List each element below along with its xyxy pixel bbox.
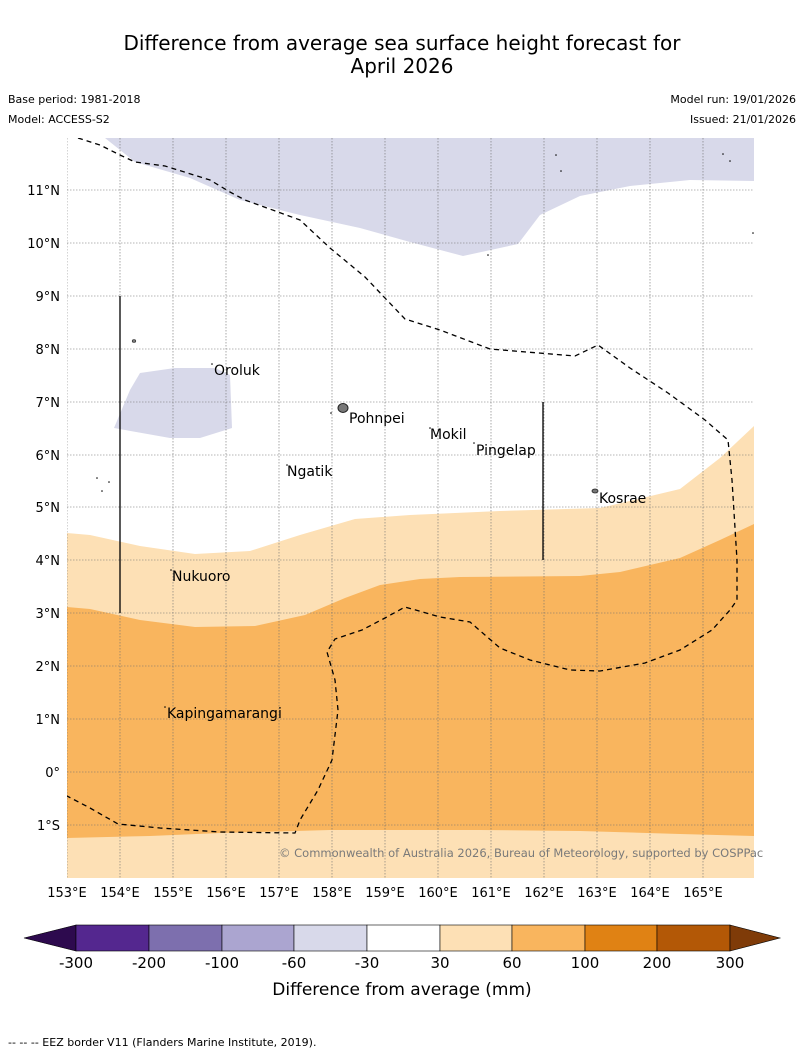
lon-label: 165°E <box>683 886 723 901</box>
island-dot <box>722 153 724 155</box>
lat-label: 4°N <box>36 554 61 569</box>
label-ngatik: Ngatik <box>287 464 333 480</box>
model-name: Model: ACCESS-S2 <box>8 113 110 126</box>
colorbar-tick: 200 <box>643 954 672 972</box>
colorbar-segment <box>511 924 586 952</box>
small-island-oroluk-area <box>131 339 137 343</box>
colorbar-tick: 100 <box>571 954 600 972</box>
sea-level-map: Oroluk Pohnpei Mokil Pingelap Ngatik Kos… <box>23 138 782 1000</box>
lat-label: 6°N <box>36 449 61 464</box>
colorbar-segment <box>584 924 658 952</box>
graticule <box>67 138 754 878</box>
colorbar-segment <box>75 924 150 952</box>
lat-label: 0° <box>45 766 60 781</box>
colorbar-segment <box>366 924 441 952</box>
lon-label: 154°E <box>100 886 140 901</box>
lon-label: 159°E <box>365 886 405 901</box>
kosrae-island <box>591 488 599 494</box>
colorbar-segment <box>656 924 731 952</box>
negative-anomaly-north <box>105 138 754 256</box>
eez-legend-footer: -- -- -- EEZ border V11 (Flanders Marine… <box>8 1036 317 1049</box>
colorbar-above-extension <box>729 924 782 952</box>
lat-label: 7°N <box>36 396 61 411</box>
island-dot <box>555 154 557 156</box>
colorbar: -300 -200 -100 -60 -30 30 60 100 200 300… <box>23 924 782 1000</box>
lon-label: 158°E <box>312 886 352 901</box>
eez-border <box>67 138 738 834</box>
lat-label: 11°N <box>27 184 60 199</box>
anomaly-band-60-100 <box>67 524 754 838</box>
lon-label: 163°E <box>577 886 617 901</box>
island-dot <box>729 160 731 162</box>
lat-label: 3°N <box>36 607 61 622</box>
island-dot <box>108 481 110 483</box>
island-dot <box>101 490 103 492</box>
longitude-labels: 153°E 154°E 155°E 156°E 157°E 158°E 159°… <box>47 886 723 901</box>
colorbar-tick: -100 <box>205 954 239 972</box>
lat-label: 2°N <box>36 660 61 675</box>
model-run: Model run: 19/01/2026 <box>670 93 796 106</box>
lat-label: 9°N <box>36 290 61 305</box>
label-mokil: Mokil <box>430 427 467 443</box>
island-dot <box>211 363 213 365</box>
island-dot <box>487 254 489 256</box>
lon-label: 162°E <box>524 886 564 901</box>
island-dot <box>170 569 172 571</box>
colorbar-below-extension <box>23 924 77 952</box>
lon-label: 164°E <box>630 886 670 901</box>
lat-label: 1°S <box>37 819 60 834</box>
colorbar-segment <box>439 924 513 952</box>
lon-label: 156°E <box>206 886 246 901</box>
map-title: Difference from average sea surface heig… <box>0 32 804 78</box>
colorbar-tick: -300 <box>59 954 93 972</box>
lon-label: 157°E <box>259 886 299 901</box>
island-dot <box>473 442 475 444</box>
colorbar-tick: -60 <box>282 954 307 972</box>
colorbar-segment <box>221 924 295 952</box>
colorbar-segment <box>148 924 223 952</box>
lon-label: 155°E <box>153 886 193 901</box>
island-dot <box>560 170 562 172</box>
island-dot <box>429 427 431 429</box>
pohnpei-island <box>337 403 349 413</box>
colorbar-tick: -30 <box>355 954 380 972</box>
colorbar-segment <box>293 924 368 952</box>
title-line-2: April 2026 <box>350 54 454 78</box>
colorbar-tick: 30 <box>430 954 449 972</box>
lat-label: 1°N <box>36 713 61 728</box>
lon-label: 160°E <box>418 886 458 901</box>
island-dot <box>164 706 166 708</box>
island-dot <box>96 477 98 479</box>
lat-label: 10°N <box>27 237 60 252</box>
title-line-1: Difference from average sea surface heig… <box>123 31 681 55</box>
label-pohnpei: Pohnpei <box>349 411 405 427</box>
colorbar-title: Difference from average (mm) <box>272 980 531 1000</box>
island-dot <box>286 464 288 466</box>
colorbar-tick: 300 <box>716 954 745 972</box>
lat-label: 8°N <box>36 343 61 358</box>
base-period: Base period: 1981-2018 <box>8 93 141 106</box>
label-nukuoro: Nukuoro <box>172 569 230 585</box>
colorbar-tick: -200 <box>132 954 166 972</box>
latitude-labels: 11°N 10°N 9°N 8°N 7°N 6°N 5°N 4°N 3°N 2°… <box>27 184 60 834</box>
label-kosrae: Kosrae <box>599 491 646 507</box>
colorbar-tick: 60 <box>502 954 521 972</box>
label-pingelap: Pingelap <box>476 443 536 459</box>
island-dot <box>752 232 754 234</box>
lon-label: 153°E <box>47 886 87 901</box>
island-dot <box>330 412 332 414</box>
lon-label: 161°E <box>471 886 511 901</box>
label-kapingamarangi: Kapingamarangi <box>167 706 282 722</box>
lat-label: 5°N <box>36 501 61 516</box>
label-oroluk: Oroluk <box>214 363 261 379</box>
issued-date: Issued: 21/01/2026 <box>689 113 796 126</box>
copyright-notice: © Commonwealth of Australia 2026, Bureau… <box>279 846 763 860</box>
